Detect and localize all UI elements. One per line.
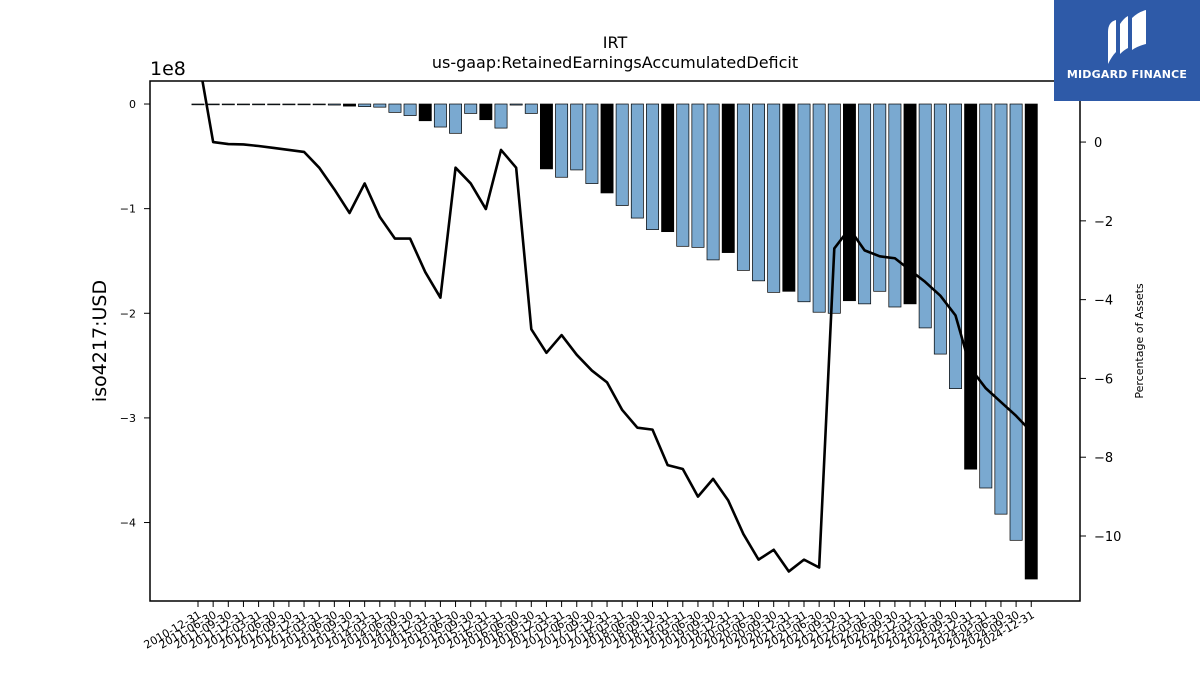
bar-2017-09-30 xyxy=(585,103,599,184)
y-offset-label: 1e8 xyxy=(150,58,186,80)
bar-2019-03-31 xyxy=(676,103,690,247)
bar-2021-09-30 xyxy=(827,103,841,314)
bar-2012-03-31 xyxy=(252,103,266,106)
y-tick-label: −2 xyxy=(120,307,136,320)
bar-2014-12-31 xyxy=(418,103,432,122)
bar-2015-12-31 xyxy=(479,103,493,121)
bar-2013-03-31 xyxy=(312,103,326,106)
y-tick-label: −3 xyxy=(120,412,136,425)
bar-2018-09-30 xyxy=(646,103,659,230)
bar-2014-09-30 xyxy=(403,103,417,116)
bar-2024-06-30 xyxy=(994,103,1008,515)
bar-2016-06-30 xyxy=(509,103,523,106)
bar-2011-09-30 xyxy=(221,103,235,106)
bar-2020-03-31 xyxy=(736,103,750,271)
bar-2023-12-31 xyxy=(964,103,978,470)
y2-axis: 0 −2 −4 −6 −8 −10 xyxy=(1080,136,1121,545)
bar-2016-09-30 xyxy=(524,103,538,114)
bar-2013-06-30 xyxy=(327,103,341,106)
y2-axis-label: Percentage of Assets xyxy=(1133,283,1146,399)
midgard-finance-logo: MIDGARD FINANCE xyxy=(1054,0,1200,101)
y-tick-label: 0 xyxy=(129,98,136,111)
bar-2012-06-30 xyxy=(267,103,281,106)
chart-title: IRT xyxy=(603,33,628,52)
bar-2017-12-31 xyxy=(600,103,614,194)
pct-line xyxy=(201,81,1033,573)
bar-2023-06-30 xyxy=(933,103,947,355)
y-tick-label: −1 xyxy=(120,203,136,216)
bar-2019-06-30 xyxy=(691,103,705,248)
bar-2012-09-30 xyxy=(282,103,296,106)
bar-2024-09-30 xyxy=(1009,103,1023,541)
bar-2020-09-30 xyxy=(767,103,781,293)
bar-2023-09-30 xyxy=(949,103,962,389)
y2-tick-label: 0 xyxy=(1094,136,1102,151)
bar-2020-06-30 xyxy=(752,103,766,282)
bar-2021-03-31 xyxy=(797,103,811,303)
bar-2019-12-31 xyxy=(721,103,735,253)
bar-2017-06-30 xyxy=(570,103,584,171)
bar-2020-12-31 xyxy=(782,103,796,292)
y2-tick-label: −6 xyxy=(1094,372,1113,387)
bar-2022-09-30 xyxy=(888,103,902,308)
bar-2018-03-31 xyxy=(615,103,629,206)
bar-2015-06-30 xyxy=(449,103,463,134)
bar-2018-06-30 xyxy=(630,103,644,219)
bar-2014-03-31 xyxy=(373,103,387,108)
y2-tick-label: −8 xyxy=(1094,451,1113,466)
bar-2021-06-30 xyxy=(812,103,826,313)
bar-series xyxy=(191,103,1038,580)
logo-text: MIDGARD FINANCE xyxy=(1066,68,1188,81)
bar-2015-03-31 xyxy=(433,103,447,128)
bar-2016-03-31 xyxy=(494,103,508,129)
y-axis-label: iso4217:USD xyxy=(89,280,111,402)
bar-2011-12-31 xyxy=(237,103,250,106)
y2-tick-label: −10 xyxy=(1094,530,1121,545)
bar-2023-03-31 xyxy=(918,103,932,329)
bar-2022-03-31 xyxy=(858,103,872,305)
bar-2015-09-30 xyxy=(464,103,478,114)
bar-2022-06-30 xyxy=(873,103,887,292)
logo-mark-icon xyxy=(1108,10,1146,64)
bar-2022-12-31 xyxy=(903,103,917,305)
chart-subtitle: us-gaap:RetainedEarningsAccumulatedDefic… xyxy=(432,53,798,72)
bar-2012-12-31 xyxy=(297,103,311,106)
bar-2014-06-30 xyxy=(388,103,402,113)
plot-frame xyxy=(149,80,1081,602)
y-tick-label: −4 xyxy=(120,517,136,530)
bar-2024-03-31 xyxy=(979,103,993,489)
bar-2017-03-31 xyxy=(555,103,569,178)
bar-2016-12-31 xyxy=(539,103,553,170)
bar-2013-09-30 xyxy=(343,103,356,107)
bar-2013-12-31 xyxy=(358,103,372,107)
bar-2019-09-30 xyxy=(706,103,720,261)
x-axis: 2010-12-312011-06-302011-09-302011-12-31… xyxy=(142,601,1037,652)
y-axis: 0 −1 −2 −3 −4 xyxy=(120,98,150,530)
bar-2010-12-31 xyxy=(191,103,205,106)
bar-2018-12-31 xyxy=(661,103,675,233)
pct-line-series xyxy=(201,81,1033,573)
y2-tick-label: −2 xyxy=(1094,215,1113,230)
bar-2024-12-31 xyxy=(1024,103,1038,580)
bar-2021-12-31 xyxy=(842,103,856,302)
bar-2011-06-30 xyxy=(206,103,220,106)
y2-tick-label: −4 xyxy=(1094,294,1113,309)
